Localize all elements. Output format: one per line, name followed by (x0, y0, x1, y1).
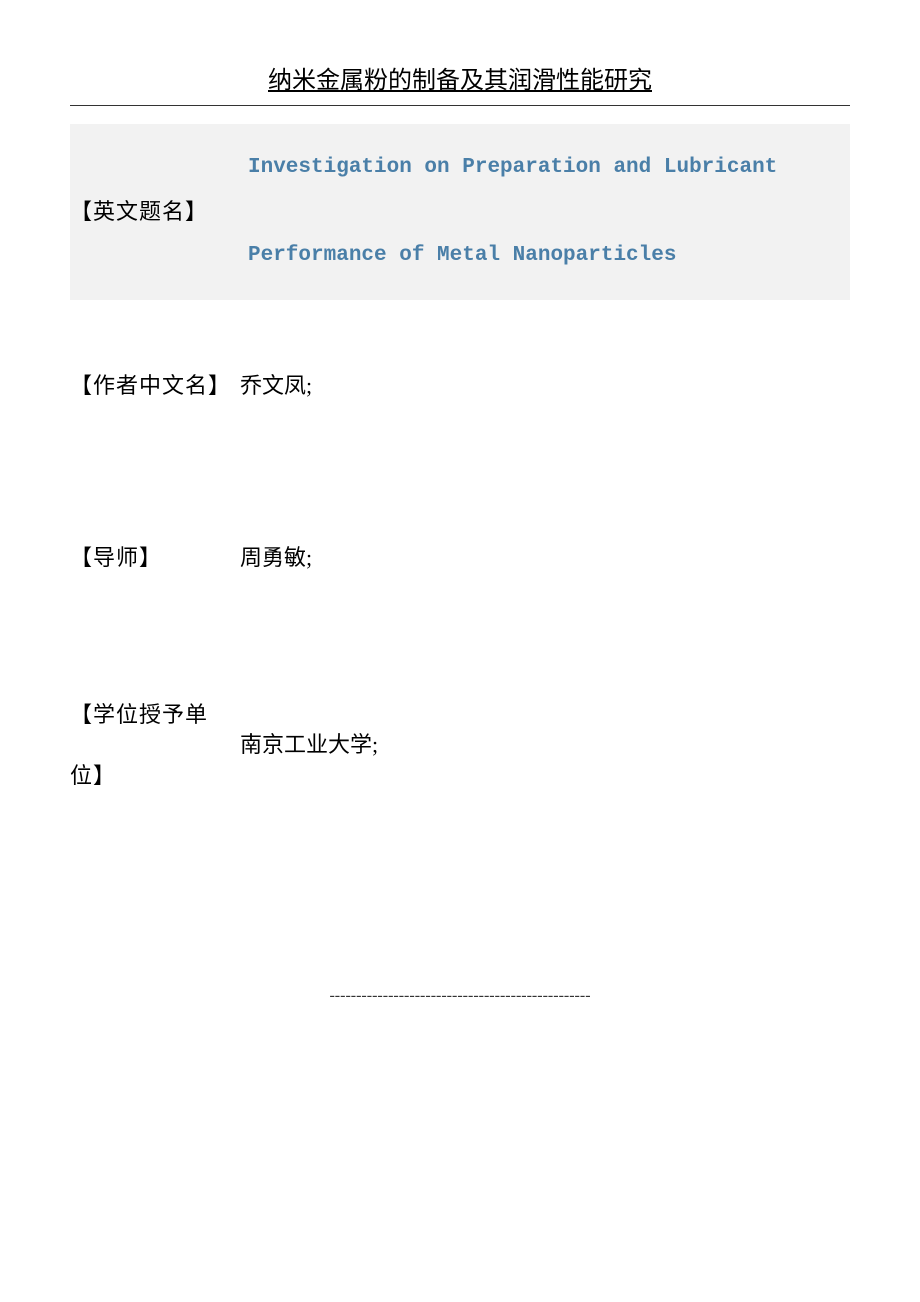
row-institution: 【学位授予单位】 南京工业大学; (70, 644, 850, 887)
row-english-title: 【英文题名】 Investigation on Preparation and … (70, 124, 850, 300)
page-container: 纳米金属粉的制备及其润滑性能研究 【英文题名】 Investigation on… (0, 0, 920, 1045)
english-title-text[interactable]: Investigation on Preparation and Lubrica… (240, 124, 850, 300)
value-english-title: Investigation on Preparation and Lubrica… (240, 124, 850, 300)
value-supervisor[interactable]: 周勇敏; (240, 472, 850, 644)
row-supervisor: 【导师】 周勇敏; (70, 472, 850, 644)
label-author: 【作者中文名】 (70, 300, 240, 472)
footer-separator: ----------------------------------------… (70, 987, 850, 1005)
value-institution[interactable]: 南京工业大学; (240, 644, 850, 887)
label-supervisor: 【导师】 (70, 472, 240, 644)
document-title: 纳米金属粉的制备及其润滑性能研究 (268, 60, 652, 97)
row-author: 【作者中文名】 乔文凤; (70, 300, 850, 472)
value-author[interactable]: 乔文凤; (240, 300, 850, 472)
label-institution: 【学位授予单位】 (70, 644, 240, 887)
metadata-table: 【英文题名】 Investigation on Preparation and … (70, 124, 850, 887)
label-english-title: 【英文题名】 (70, 124, 240, 300)
title-wrapper: 纳米金属粉的制备及其润滑性能研究 (70, 60, 850, 97)
title-underline (70, 105, 850, 106)
